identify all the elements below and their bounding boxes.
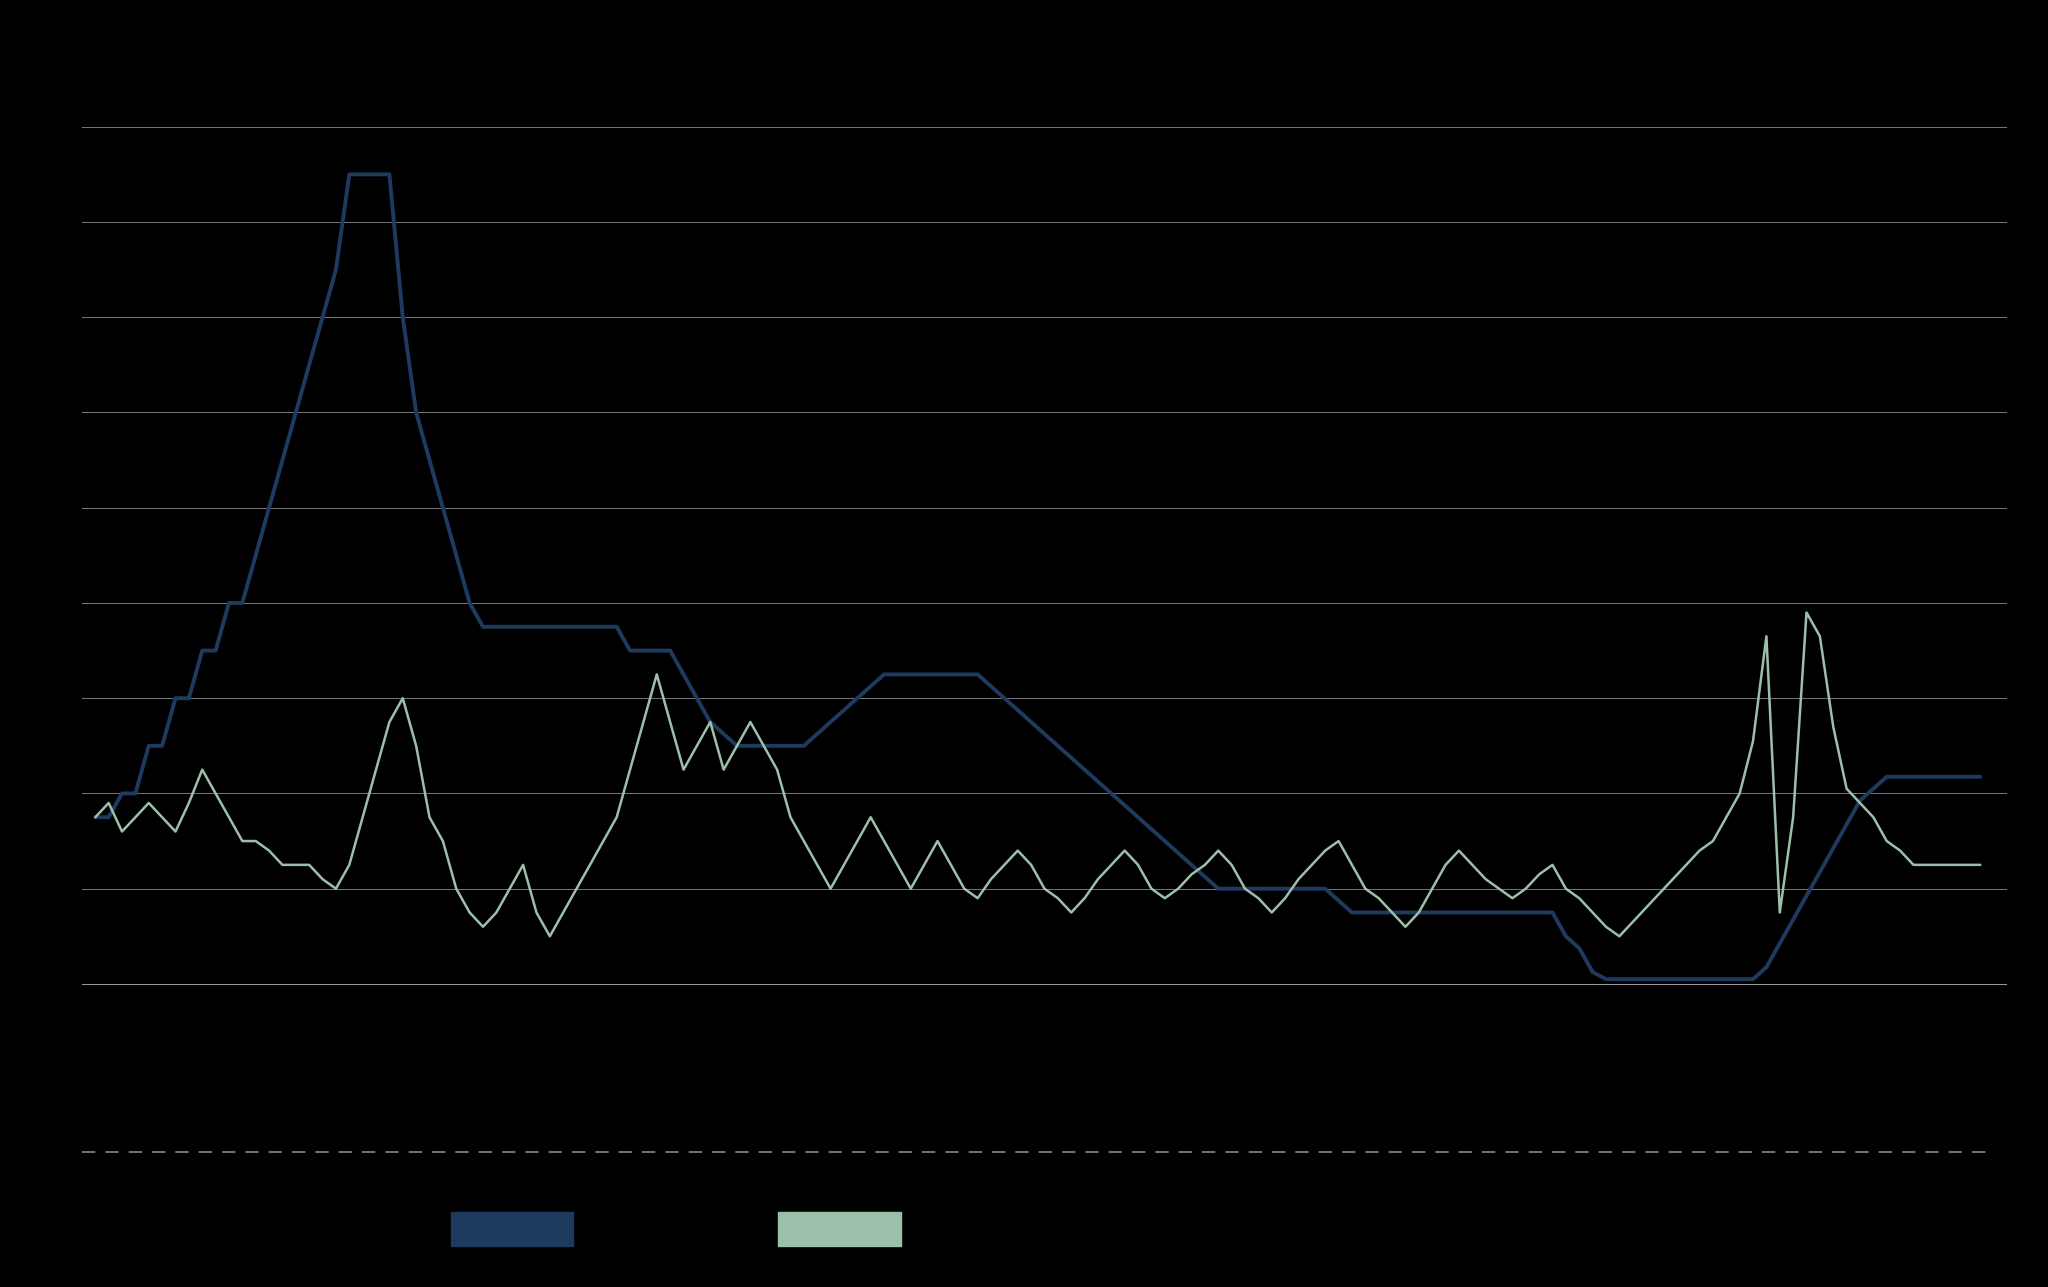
Bar [778,1212,901,1246]
Bar [451,1212,573,1246]
